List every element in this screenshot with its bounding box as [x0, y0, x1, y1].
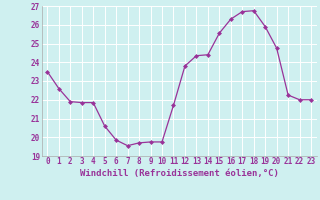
X-axis label: Windchill (Refroidissement éolien,°C): Windchill (Refroidissement éolien,°C): [80, 169, 279, 178]
